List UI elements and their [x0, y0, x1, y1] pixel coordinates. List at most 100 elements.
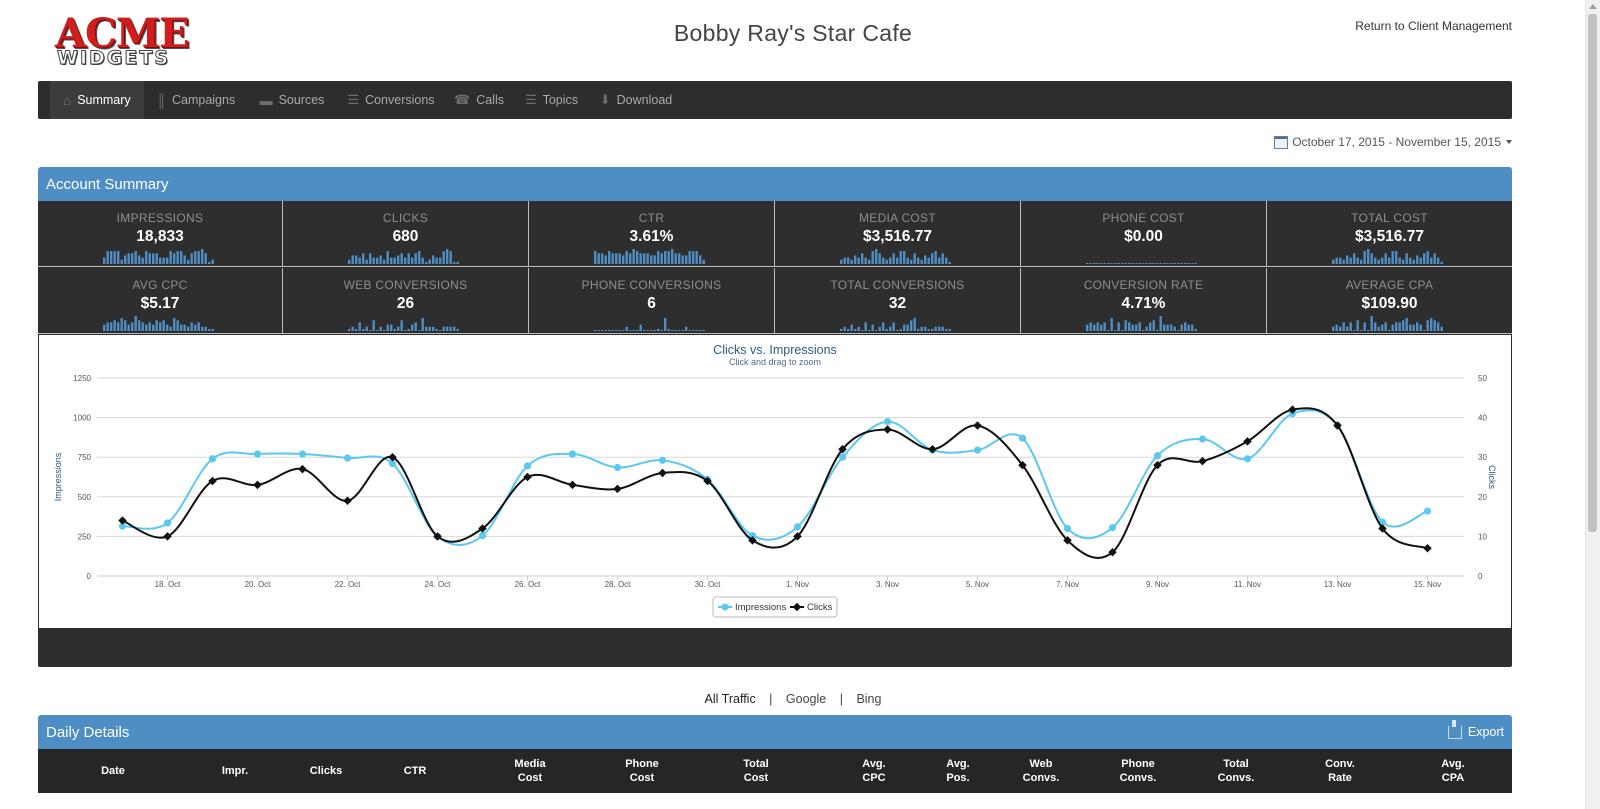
scrollbar-thumb[interactable]: [1588, 14, 1597, 532]
clicks-point: [298, 464, 307, 474]
spark-bar: [124, 255, 127, 264]
spark-bar: [847, 328, 850, 331]
spark-bar: [1426, 251, 1429, 264]
clicks-vs-impressions-chart[interactable]: Clicks vs. Impressions Click and drag to …: [38, 335, 1512, 629]
export-icon: [1447, 719, 1462, 739]
impressions-point: [1198, 435, 1207, 443]
spark-bar: [439, 257, 442, 264]
column-header[interactable]: CTR: [370, 749, 460, 793]
column-header[interactable]: Media Cost: [485, 749, 575, 793]
spark-bar: [435, 257, 438, 264]
spark-bar: [871, 324, 874, 331]
x-tick-label: 20. Oct: [245, 580, 272, 589]
spark-bar: [418, 251, 421, 264]
nav-summary[interactable]: ⌂ Summary: [50, 81, 144, 119]
column-header[interactable]: Date: [68, 749, 158, 793]
scroll-up-arrow-icon[interactable]: [1589, 4, 1597, 9]
client-title: Bobby Ray's Star Cafe: [673, 20, 913, 46]
spark-bar: [702, 259, 705, 264]
x-tick-label: 7. Nov: [1056, 580, 1079, 589]
spark-bar: [407, 328, 410, 331]
spark-bar: [1103, 263, 1106, 264]
spark-bar: [173, 318, 176, 331]
column-header[interactable]: Total Convs.: [1191, 749, 1281, 793]
spark-bar: [917, 257, 920, 264]
y2-tick-label: 40: [1478, 414, 1487, 423]
spark-bar: [197, 251, 200, 264]
spark-bar: [204, 326, 207, 331]
column-header[interactable]: Impr.: [190, 749, 280, 793]
vertical-scrollbar[interactable]: [1585, 0, 1600, 809]
column-header[interactable]: Total Cost: [711, 749, 801, 793]
filter-separator: |: [839, 692, 843, 706]
column-header-line1: Total: [1223, 758, 1249, 770]
bing-filter[interactable]: Bing: [856, 692, 882, 706]
all-traffic-filter[interactable]: All Traffic: [704, 692, 756, 706]
spark-bar: [106, 322, 109, 331]
google-filter[interactable]: Google: [785, 692, 827, 706]
column-header-line1: Web: [1029, 758, 1053, 770]
column-header[interactable]: Phone Convs.: [1093, 749, 1183, 793]
column-header[interactable]: Clicks: [281, 749, 371, 793]
stat-value: $109.90: [1361, 295, 1418, 312]
export-button[interactable]: Export: [1447, 715, 1504, 749]
spark-bar: [646, 330, 649, 331]
spark-bar: [1194, 328, 1197, 331]
spark-bar: [850, 324, 853, 331]
spark-bar: [1405, 318, 1408, 331]
stat-label: WEB CONVERSIONS: [343, 278, 468, 292]
column-header[interactable]: Web Convs.: [996, 749, 1086, 793]
spark-bar: [145, 251, 148, 264]
spark-bar: [611, 330, 614, 331]
spark-bar: [145, 324, 148, 331]
spark-bar: [411, 257, 414, 264]
stat-value: $5.17: [140, 295, 180, 312]
spark-bar: [169, 326, 172, 331]
date-range-picker[interactable]: October 17, 2015 - November 15, 2015: [1274, 135, 1512, 149]
spark-bar: [187, 259, 190, 264]
spark-bar: [148, 253, 151, 264]
spark-bar: [1360, 330, 1363, 331]
spark-bar: [608, 251, 611, 264]
column-header[interactable]: Phone Cost: [597, 749, 687, 793]
spark-bar: [650, 255, 653, 264]
impressions-point: [793, 523, 802, 531]
clicks-point: [388, 452, 397, 462]
column-header-text: Avg. CPA: [1441, 757, 1464, 785]
spark-bar: [194, 324, 197, 331]
nav-sources[interactable]: ▬ Sources: [248, 81, 336, 119]
spark-bar: [1089, 322, 1092, 331]
nav-label: Conversions: [365, 93, 435, 107]
column-header[interactable]: Conv. Rate: [1295, 749, 1385, 793]
y-axis-title: Impressions: [53, 452, 63, 501]
spark-bar: [1395, 251, 1398, 264]
impressions-point: [298, 450, 307, 458]
series-line-clicks: [122, 407, 1428, 559]
stat-value: $3,516.77: [1355, 228, 1424, 245]
column-header-text: Date: [101, 764, 125, 778]
nav-conversions[interactable]: ☰ Conversions: [338, 81, 444, 119]
nav-download[interactable]: ⬇ Download: [591, 81, 681, 119]
spark-bar: [1131, 324, 1134, 331]
nav-topics[interactable]: ☰ Topics: [514, 81, 589, 119]
nav-campaigns[interactable]: ║ Campaigns: [146, 81, 246, 119]
y-tick-label: 250: [78, 532, 92, 541]
sparkline: [1332, 316, 1443, 331]
nav-calls[interactable]: ☎ Calls: [446, 81, 512, 119]
stat-tile-web-conversions: WEB CONVERSIONS 26: [283, 268, 529, 334]
spark-bar: [208, 261, 211, 264]
acme-widgets-logo[interactable]: ACME WIDGETS: [55, 14, 205, 72]
spark-bar: [857, 326, 860, 331]
spark-bar: [1419, 257, 1422, 264]
column-header[interactable]: Avg. Pos.: [913, 749, 1003, 793]
spark-bar: [685, 326, 688, 331]
spark-bar: [124, 320, 127, 331]
spark-bar: [351, 255, 354, 264]
return-to-client-management-link[interactable]: Return to Client Management: [1355, 19, 1512, 33]
impressions-point: [1243, 455, 1252, 463]
spark-bar: [1388, 330, 1391, 331]
column-header[interactable]: Avg. CPC: [829, 749, 919, 793]
y-tick-label: 500: [78, 493, 92, 502]
column-header[interactable]: Avg. CPA: [1408, 749, 1498, 793]
